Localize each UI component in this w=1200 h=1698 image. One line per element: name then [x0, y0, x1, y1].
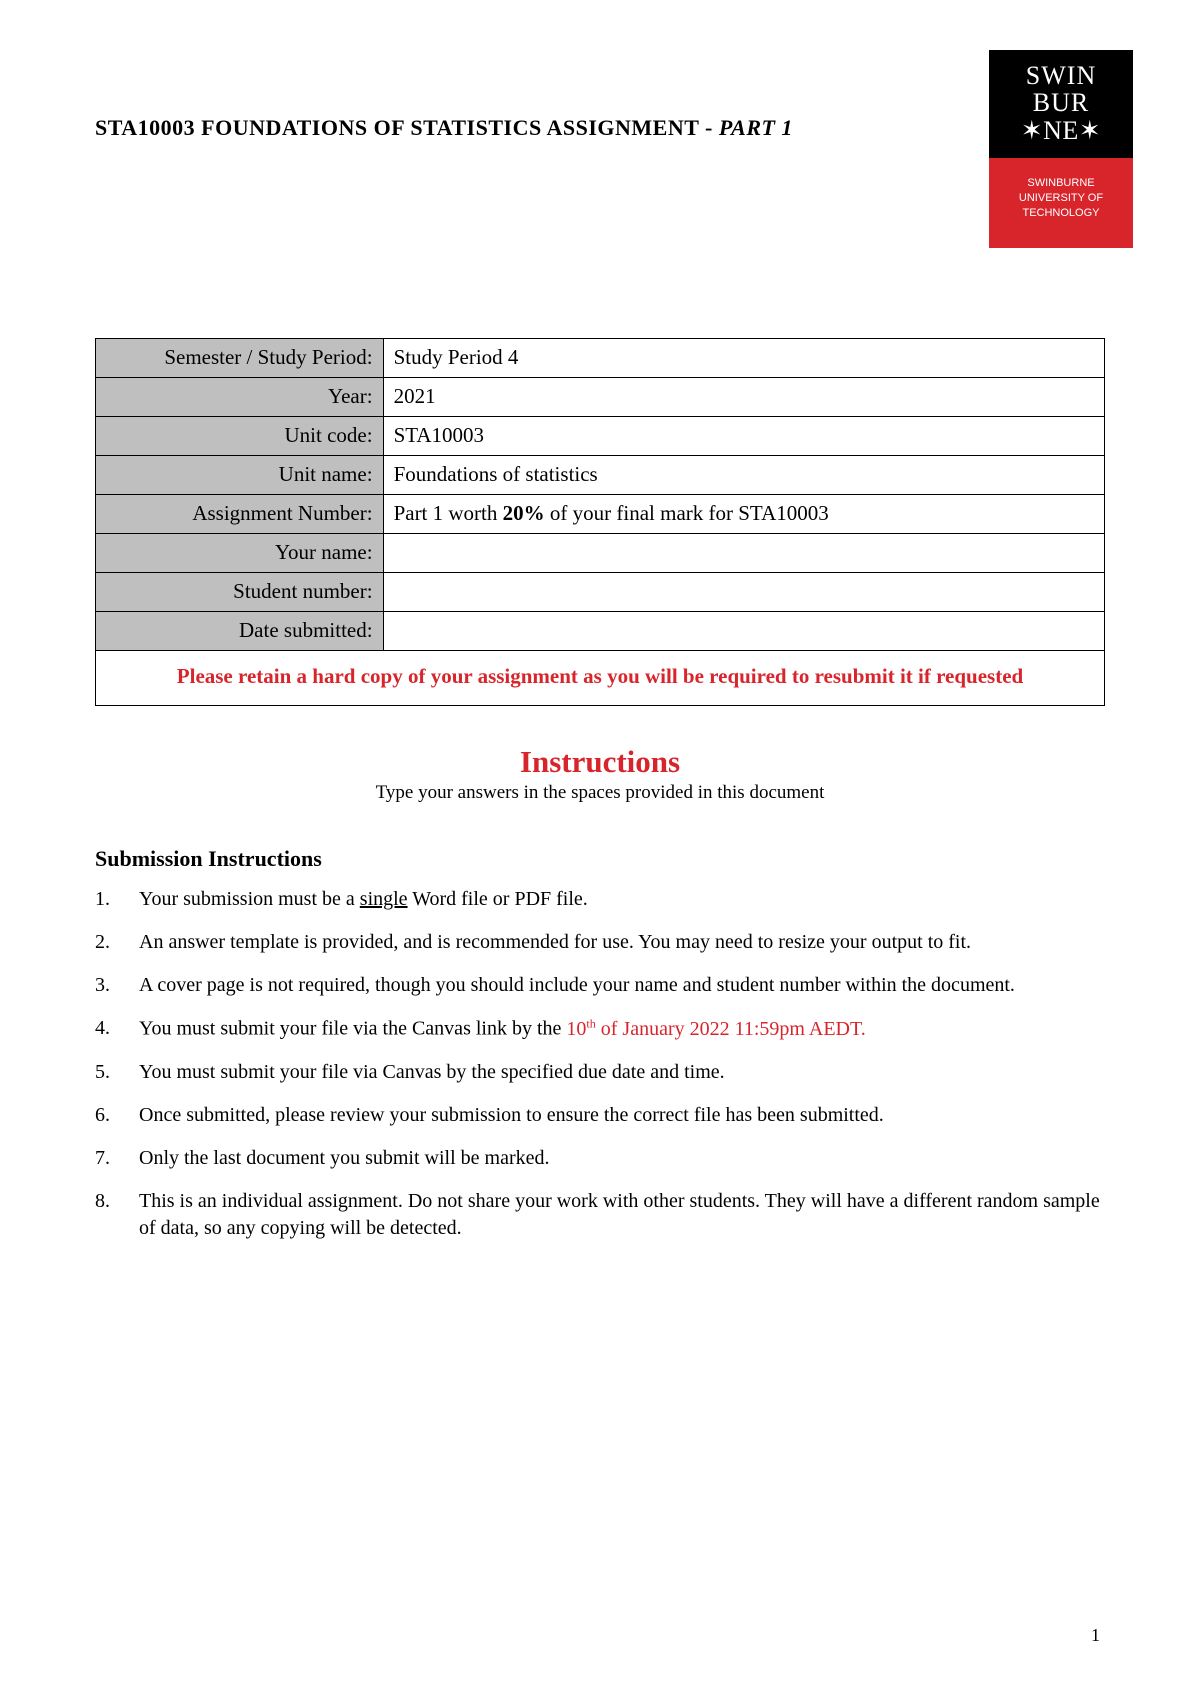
- row-value: STA10003: [383, 417, 1104, 456]
- table-row: Student number:: [96, 573, 1105, 612]
- li-underline: single: [360, 888, 408, 910]
- retain-warning: Please retain a hard copy of your assign…: [96, 651, 1105, 706]
- logo-line1: SWIN: [997, 62, 1125, 89]
- logo-line3: ✶NE✶: [997, 117, 1125, 144]
- title-block: STA10003 FOUNDATIONS OF STATISTICS ASSIG…: [95, 115, 793, 141]
- list-item: Once submitted, please review your submi…: [95, 1102, 1105, 1129]
- li-post: Word file or PDF file.: [408, 888, 588, 910]
- due-pre: 10: [566, 1018, 586, 1040]
- row-value: Foundations of statistics: [383, 456, 1104, 495]
- due-sup: th: [586, 1016, 595, 1030]
- list-item: This is an individual assignment. Do not…: [95, 1188, 1105, 1242]
- row-label: Student number:: [96, 573, 384, 612]
- list-item: Your submission must be a single Word fi…: [95, 886, 1105, 913]
- row-value: Study Period 4: [383, 339, 1104, 378]
- value-post: of your final mark for STA10003: [545, 501, 829, 525]
- row-label: Unit name:: [96, 456, 384, 495]
- li-pre: Your submission must be a: [139, 888, 360, 910]
- row-label: Year:: [96, 378, 384, 417]
- table-row: Semester / Study Period: Study Period 4: [96, 339, 1105, 378]
- logo-subtext: SWINBURNE UNIVERSITY OF TECHNOLOGY: [989, 158, 1133, 249]
- instructions-subtitle: Type your answers in the spaces provided…: [95, 782, 1105, 804]
- logo-sub3: TECHNOLOGY: [995, 206, 1127, 221]
- list-item: A cover page is not required, though you…: [95, 972, 1105, 999]
- title-part: PART 1: [719, 115, 793, 140]
- row-label: Your name:: [96, 534, 384, 573]
- title-main: STA10003 FOUNDATIONS OF STATISTICS ASSIG…: [95, 115, 719, 140]
- row-value: [383, 534, 1104, 573]
- swinburne-logo: SWIN BUR ✶NE✶ SWINBURNE UNIVERSITY OF TE…: [989, 50, 1133, 248]
- list-item: Only the last document you submit will b…: [95, 1145, 1105, 1172]
- logo-sub1: SWINBURNE: [995, 176, 1127, 191]
- instructions-title: Instructions: [95, 744, 1105, 780]
- row-label: Semester / Study Period:: [96, 339, 384, 378]
- logo-sub2: UNIVERSITY OF: [995, 191, 1127, 206]
- list-item: You must submit your file via Canvas by …: [95, 1059, 1105, 1086]
- submission-heading: Submission Instructions: [95, 846, 1105, 872]
- row-label: Date submitted:: [96, 612, 384, 651]
- header-row: STA10003 FOUNDATIONS OF STATISTICS ASSIG…: [95, 50, 1105, 248]
- li-pre: You must submit your file via the Canvas…: [139, 1018, 566, 1040]
- table-row: Year: 2021: [96, 378, 1105, 417]
- row-value: [383, 573, 1104, 612]
- row-label: Unit code:: [96, 417, 384, 456]
- row-value: Part 1 worth 20% of your final mark for …: [383, 495, 1104, 534]
- row-value: [383, 612, 1104, 651]
- due-date: 10th of January 2022 11:59pm AEDT.: [566, 1018, 865, 1040]
- value-pre: Part 1 worth: [394, 501, 503, 525]
- logo-line2: BUR: [997, 89, 1125, 116]
- table-warning-row: Please retain a hard copy of your assign…: [96, 651, 1105, 706]
- row-value: 2021: [383, 378, 1104, 417]
- info-table: Semester / Study Period: Study Period 4 …: [95, 338, 1105, 706]
- table-row: Unit name: Foundations of statistics: [96, 456, 1105, 495]
- table-row: Assignment Number: Part 1 worth 20% of y…: [96, 495, 1105, 534]
- page-number: 1: [1091, 1625, 1100, 1646]
- table-row: Unit code: STA10003: [96, 417, 1105, 456]
- list-item: An answer template is provided, and is r…: [95, 929, 1105, 956]
- document-title: STA10003 FOUNDATIONS OF STATISTICS ASSIG…: [95, 115, 793, 141]
- table-row: Date submitted:: [96, 612, 1105, 651]
- table-row: Your name:: [96, 534, 1105, 573]
- value-bold: 20%: [503, 501, 545, 525]
- logo-wordmark: SWIN BUR ✶NE✶: [989, 50, 1133, 158]
- list-item: You must submit your file via the Canvas…: [95, 1015, 1105, 1043]
- submission-list: Your submission must be a single Word fi…: [95, 886, 1105, 1242]
- row-label: Assignment Number:: [96, 495, 384, 534]
- due-post: of January 2022 11:59pm AEDT.: [596, 1018, 866, 1040]
